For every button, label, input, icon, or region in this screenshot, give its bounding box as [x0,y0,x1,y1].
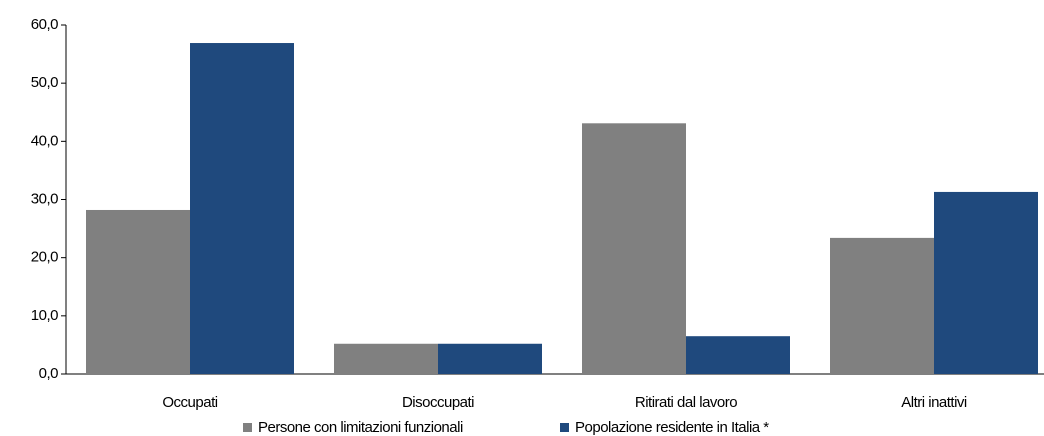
bar [334,343,438,374]
x-tick-label: Ritirati dal lavoro [635,394,737,411]
y-tick-label: 60,0 [31,16,58,33]
y-tick-label: 20,0 [31,249,58,266]
legend-label: Popolazione residente in Italia * [575,419,769,436]
bar [686,336,790,374]
y-tick-label: 50,0 [31,74,58,91]
y-tick-label: 30,0 [31,190,58,207]
x-tick-label: Disoccupati [402,394,474,411]
y-tick-label: 10,0 [31,307,58,324]
bar [830,237,934,374]
legend-swatch [560,423,569,432]
y-tick-label: 40,0 [31,132,58,149]
legend-label: Persone con limitazioni funzionali [258,419,463,436]
bar [438,343,542,374]
bar [582,123,686,374]
bar [934,191,1038,374]
x-tick-label: Altri inattivi [901,394,967,411]
x-tick-label: Occupati [162,394,217,411]
y-tick-label: 0,0 [39,365,59,382]
legend-swatch [243,423,252,432]
bar [86,209,190,374]
bar [190,43,294,374]
